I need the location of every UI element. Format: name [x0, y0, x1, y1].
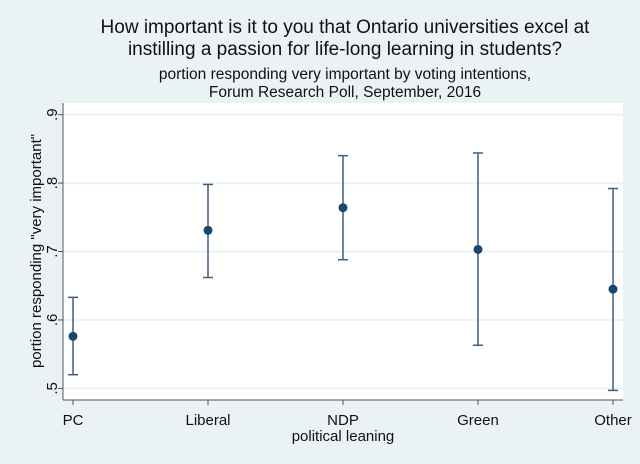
data-point — [473, 244, 483, 254]
y-tick-label: .9 — [44, 108, 61, 121]
chart-subtitle-line-2: Forum Research Poll, September, 2016 — [209, 84, 481, 101]
y-tick-label: .7 — [44, 245, 61, 258]
chart-subtitle-line-1: portion responding very important by vot… — [159, 66, 531, 83]
chart-title-line-2: instilling a passion for life-long learn… — [128, 39, 562, 60]
x-tick-label: Liberal — [185, 412, 230, 429]
y-axis-label: portion responding "very important" — [28, 134, 45, 368]
x-tick-label: NDP — [327, 412, 359, 429]
x-tick-label: PC — [63, 412, 84, 429]
chart-title-line-1: How important is it to you that Ontario … — [101, 17, 591, 38]
x-tick-label: Green — [457, 412, 499, 429]
y-tick-label: .5 — [44, 382, 61, 395]
data-point — [338, 203, 348, 213]
data-point — [203, 225, 213, 235]
x-tick-label: Other — [594, 412, 632, 429]
y-tick-label: .8 — [44, 177, 61, 190]
y-tick-label: .6 — [44, 314, 61, 327]
data-point — [608, 284, 618, 294]
x-axis-label: political leaning — [292, 428, 395, 445]
data-point — [68, 331, 78, 341]
